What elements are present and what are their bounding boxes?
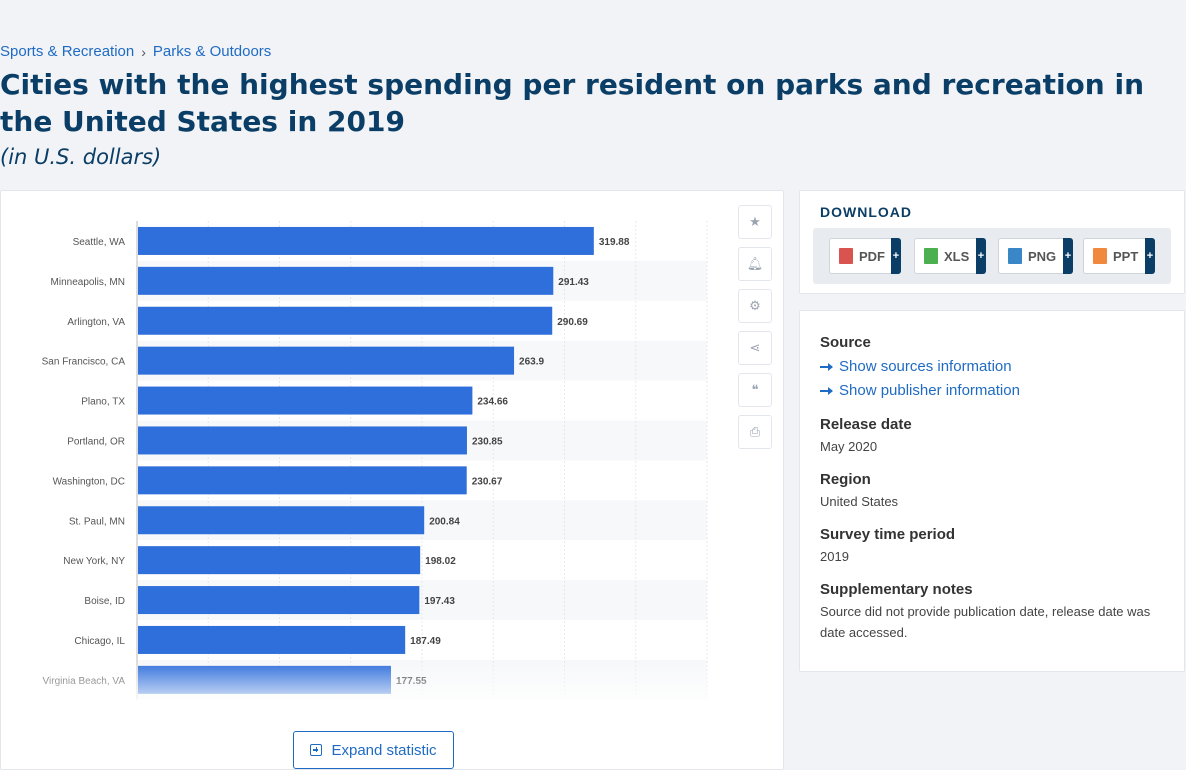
bar[interactable]	[138, 466, 467, 495]
category-label: New York, NY	[63, 556, 125, 567]
category-label: Washington, DC	[53, 476, 125, 487]
png-file-icon	[1008, 248, 1022, 264]
expand-statistic-label: Expand statistic	[331, 741, 437, 759]
breadcrumb-separator: ›	[141, 43, 146, 60]
bar[interactable]	[138, 386, 473, 415]
chart-toolbar: ★ 🔔︎ ⚙ ⋖ ❝ ⎙	[738, 205, 772, 449]
quote-button[interactable]: ❝	[738, 373, 772, 407]
bell-button[interactable]: 🔔︎	[738, 247, 772, 281]
bell-icon: 🔔︎	[746, 256, 764, 271]
data-label: 290.69	[557, 317, 588, 328]
expand-icon	[310, 744, 323, 756]
bar[interactable]	[138, 546, 421, 575]
show-publisher-label: Show publisher information	[839, 382, 1020, 399]
data-label: 197.43	[424, 596, 455, 607]
download-pdf-label: PDF	[859, 248, 885, 264]
download-buttons: PDF + XLS + PNG + PPT +	[813, 228, 1171, 284]
statistic-info-card: Source Show sources information Show pub…	[799, 310, 1185, 672]
quote-icon: ❝	[751, 382, 759, 397]
download-pdf-plus: +	[891, 238, 901, 274]
show-sources-label: Show sources information	[839, 358, 1012, 375]
bar[interactable]	[138, 266, 554, 295]
data-label: 319.88	[599, 237, 630, 248]
breadcrumb-link-parks[interactable]: Parks & Outdoors	[152, 43, 272, 60]
bar[interactable]	[138, 306, 553, 335]
survey-period-value: 2019	[820, 549, 849, 564]
bar[interactable]	[138, 625, 406, 654]
arrow-right-icon	[820, 362, 833, 371]
share-button[interactable]: ⋖	[738, 331, 772, 365]
breadcrumb: Sports & Recreation › Parks & Outdoors	[0, 43, 271, 60]
data-label: 187.49	[410, 636, 441, 647]
page-subtitle: (in U.S. dollars)	[0, 145, 162, 169]
page-title: Cities with the highest spending per res…	[0, 68, 1145, 138]
star-icon: ★	[749, 214, 761, 229]
star-button[interactable]: ★	[738, 205, 772, 239]
bar[interactable]	[138, 426, 467, 455]
download-card: DOWNLOAD PDF + XLS + PNG + PPT +	[799, 190, 1185, 294]
category-label: Seattle, WA	[73, 237, 126, 248]
data-label: 230.85	[472, 436, 503, 447]
supplementary-notes-label: Supplementary notes	[820, 581, 973, 598]
xls-file-icon	[924, 248, 938, 264]
category-label: Plano, TX	[81, 397, 125, 408]
category-label: Arlington, VA	[67, 317, 125, 328]
bar[interactable]	[138, 506, 425, 535]
download-xls-button[interactable]: XLS +	[914, 238, 986, 274]
data-label: 198.02	[425, 556, 456, 567]
data-label: 230.67	[472, 476, 503, 487]
download-png-label: PNG	[1028, 248, 1057, 264]
region-value: United States	[820, 494, 899, 509]
category-label: Chicago, IL	[74, 636, 125, 647]
bar[interactable]	[138, 586, 420, 615]
download-pdf-button[interactable]: PDF +	[829, 238, 901, 274]
category-label: Portland, OR	[67, 436, 125, 447]
pdf-file-icon	[839, 248, 853, 264]
download-ppt-button[interactable]: PPT +	[1083, 238, 1155, 274]
data-label: 200.84	[429, 516, 460, 527]
release-date-label: Release date	[820, 416, 912, 433]
ppt-file-icon	[1093, 248, 1107, 264]
supplementary-notes-value: Source did not provide publication date,…	[820, 604, 1151, 640]
breadcrumb-link-sports[interactable]: Sports & Recreation	[0, 43, 135, 60]
bar[interactable]	[138, 226, 594, 255]
chart-fade	[1, 661, 783, 711]
data-label: 291.43	[558, 277, 589, 288]
category-label: Minneapolis, MN	[51, 277, 125, 288]
download-xls-plus: +	[976, 238, 986, 274]
show-publisher-link[interactable]: Show publisher information	[820, 382, 1020, 399]
source-label: Source	[820, 334, 871, 351]
expand-statistic-button[interactable]: Expand statistic	[293, 731, 454, 769]
chart-card: Seattle, WA 319.88 Minneapolis, MN 291.43 Ar…	[0, 190, 784, 770]
download-ppt-plus: +	[1145, 238, 1155, 274]
release-date-value: May 2020	[820, 439, 878, 454]
data-label: 263.9	[519, 357, 544, 368]
bar-chart: Seattle, WA 319.88 Minneapolis, MN 291.43 Ar…	[42, 221, 708, 700]
print-button[interactable]: ⎙	[738, 415, 772, 449]
show-sources-link[interactable]: Show sources information	[820, 358, 1012, 375]
gear-icon: ⚙	[749, 298, 761, 313]
category-label: St. Paul, MN	[69, 516, 125, 527]
gear-button[interactable]: ⚙	[738, 289, 772, 323]
download-heading: DOWNLOAD	[820, 204, 912, 220]
category-label: San Francisco, CA	[42, 357, 126, 368]
data-label: 234.66	[477, 397, 508, 408]
download-png-button[interactable]: PNG +	[998, 238, 1073, 274]
arrow-right-icon	[820, 386, 833, 395]
share-icon: ⋖	[749, 340, 761, 355]
survey-period-label: Survey time period	[820, 526, 956, 543]
bar[interactable]	[138, 346, 515, 375]
download-ppt-label: PPT	[1113, 248, 1139, 264]
download-png-plus: +	[1063, 238, 1073, 274]
download-xls-label: XLS	[944, 248, 970, 264]
region-label: Region	[820, 471, 871, 488]
print-icon: ⎙	[749, 424, 761, 439]
category-label: Boise, ID	[84, 596, 125, 607]
